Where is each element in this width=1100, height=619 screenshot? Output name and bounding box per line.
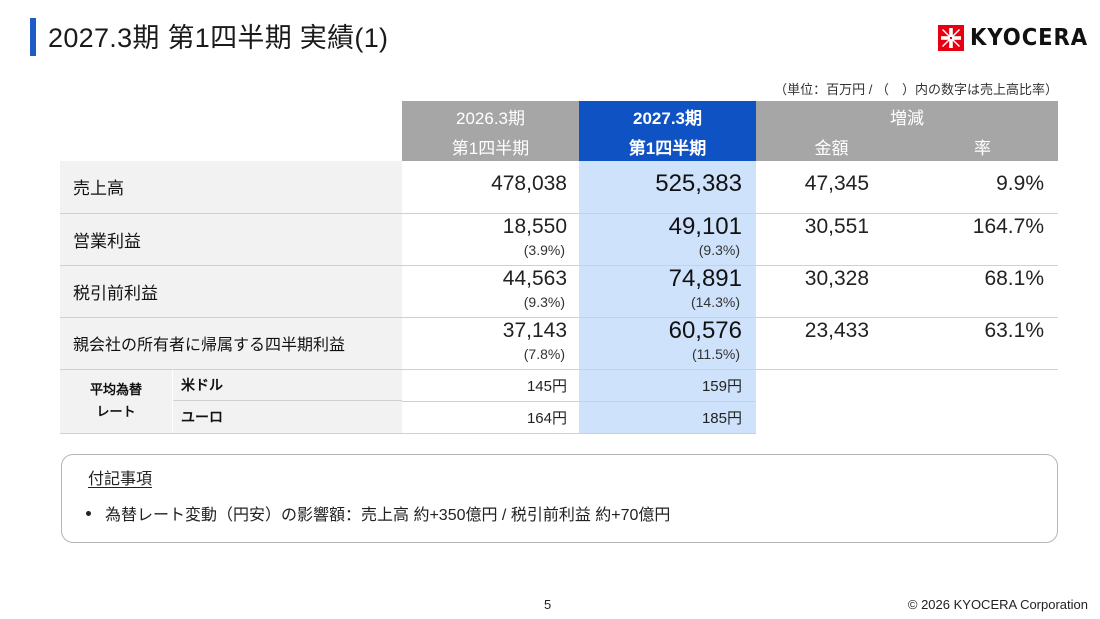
rate-amount: 63.1% xyxy=(907,318,1044,344)
notes-box: 付記事項 為替レート変動（円安）の影響額：売上高 約+350億円 / 税引前利益… xyxy=(61,454,1058,543)
prev-ratio: (7.8%) xyxy=(402,346,567,362)
fx-blank xyxy=(756,401,907,433)
rate-value: 63.1% xyxy=(907,317,1058,369)
rate-value: 9.9% xyxy=(907,161,1058,213)
fx-cur-eur: 185円 xyxy=(579,401,756,433)
fx-label-line1: 平均為替 xyxy=(60,379,172,401)
row-label-sales: 売上高 xyxy=(60,161,402,213)
rate-amount: 9.9% xyxy=(907,171,1044,197)
notes-item: 為替レート変動（円安）の影響額：売上高 約+350億円 / 税引前利益 約+70… xyxy=(86,501,670,525)
table-row: 営業利益 18,550 (3.9%) 49,101 (9.3%) 30,551 16… xyxy=(60,213,1058,265)
cur-ratio: (14.3%) xyxy=(579,294,742,310)
diff-amount: 30,328 xyxy=(756,266,869,292)
cur-ratio: (11.5%) xyxy=(579,346,742,362)
cur-value: 49,101 (9.3%) xyxy=(579,213,756,265)
header-change: 増減 xyxy=(756,101,1058,131)
diff-amount: 23,433 xyxy=(756,318,869,344)
kyocera-logo-text: KYOCERA xyxy=(970,25,1088,51)
prev-value: 37,143 (7.8%) xyxy=(402,317,579,369)
diff-amount: 47,345 xyxy=(756,171,869,197)
prev-ratio: (3.9%) xyxy=(402,242,567,258)
header-blank xyxy=(60,131,402,161)
prev-ratio: (9.3%) xyxy=(402,294,567,310)
cur-amount: 74,891 xyxy=(579,266,742,292)
row-label-operating-profit: 営業利益 xyxy=(60,213,402,265)
table-row: 親会社の所有者に帰属する四半期利益 37,143 (7.8%) 60,576 (11… xyxy=(60,317,1058,369)
diff-amount: 30,551 xyxy=(756,214,869,240)
kyocera-logo-mark-icon xyxy=(938,25,964,51)
diff-value: 47,345 xyxy=(756,161,907,213)
cur-amount: 49,101 xyxy=(579,214,742,240)
row-label-pretax-profit: 税引前利益 xyxy=(60,265,402,317)
diff-value: 30,328 xyxy=(756,265,907,317)
prev-value: 478,038 xyxy=(402,161,579,213)
cur-value: 525,383 xyxy=(579,161,756,213)
rate-value: 164.7% xyxy=(907,213,1058,265)
title-accent-bar xyxy=(30,18,36,56)
prev-amount: 18,550 xyxy=(402,214,567,240)
rate-amount: 164.7% xyxy=(907,214,1044,240)
results-table: 2026.3期 2027.3期 増減 第1四半期 第1四半期 金額 率 売上高 … xyxy=(60,101,1058,434)
fx-row-usd: 平均為替 レート 米ドル ユーロ 145円 159円 xyxy=(60,369,1058,401)
fx-label-line2: レート xyxy=(60,401,172,423)
header-blank xyxy=(60,101,402,131)
table-row: 売上高 478,038 525,383 47,345 9.9% xyxy=(60,161,1058,213)
page-title: 2027.3期 第1四半期 実績(1) xyxy=(48,16,388,55)
header-change-rate: 率 xyxy=(907,131,1058,161)
prev-amount: 37,143 xyxy=(402,318,567,344)
cur-value: 60,576 (11.5%) xyxy=(579,317,756,369)
header-prev-period: 2026.3期 xyxy=(402,101,579,131)
table-header-row-2: 第1四半期 第1四半期 金額 率 xyxy=(60,131,1058,161)
cur-amount: 60,576 xyxy=(579,318,742,344)
fx-currency-names: 米ドル ユーロ xyxy=(172,370,402,433)
prev-value: 18,550 (3.9%) xyxy=(402,213,579,265)
prev-value: 44,563 (9.3%) xyxy=(402,265,579,317)
header-cur-period: 2027.3期 xyxy=(579,101,756,131)
notes-item-text: 為替レート変動（円安）の影響額：売上高 約+350億円 / 税引前利益 約+70… xyxy=(105,501,670,525)
rate-amount: 68.1% xyxy=(907,266,1044,292)
fx-blank xyxy=(756,369,907,401)
header-change-amount: 金額 xyxy=(756,131,907,161)
unit-note: （単位：百万円 / （ ）内の数字は売上高比率） xyxy=(774,79,1058,98)
fx-prev-eur: 164円 xyxy=(402,401,579,433)
diff-value: 23,433 xyxy=(756,317,907,369)
prev-amount: 44,563 xyxy=(402,266,567,292)
fx-blank xyxy=(907,369,1058,401)
header-cur-quarter: 第1四半期 xyxy=(579,131,756,161)
table-row: 税引前利益 44,563 (9.3%) 74,891 (14.3%) 30,328 … xyxy=(60,265,1058,317)
fx-blank xyxy=(907,401,1058,433)
fx-currency-eur: ユーロ xyxy=(173,401,402,433)
fx-label-group: 平均為替 レート 米ドル ユーロ xyxy=(60,369,402,433)
cur-ratio: (9.3%) xyxy=(579,242,742,258)
notes-title: 付記事項 xyxy=(88,465,152,489)
fx-label: 平均為替 レート xyxy=(60,370,172,433)
header-prev-quarter: 第1四半期 xyxy=(402,131,579,161)
prev-amount: 478,038 xyxy=(402,171,567,197)
fx-prev-usd: 145円 xyxy=(402,369,579,401)
fx-currency-usd: 米ドル xyxy=(173,370,402,401)
row-label-net-profit: 親会社の所有者に帰属する四半期利益 xyxy=(60,317,402,369)
page-number: 5 xyxy=(544,597,551,612)
rate-value: 68.1% xyxy=(907,265,1058,317)
table-header-row-1: 2026.3期 2027.3期 増減 xyxy=(60,101,1058,131)
copyright: © 2026 KYOCERA Corporation xyxy=(908,597,1088,612)
cur-value: 74,891 (14.3%) xyxy=(579,265,756,317)
fx-cur-usd: 159円 xyxy=(579,369,756,401)
kyocera-logo: KYOCERA xyxy=(938,24,1074,52)
diff-value: 30,551 xyxy=(756,213,907,265)
bullet-icon xyxy=(86,511,91,516)
cur-amount: 525,383 xyxy=(579,171,742,197)
